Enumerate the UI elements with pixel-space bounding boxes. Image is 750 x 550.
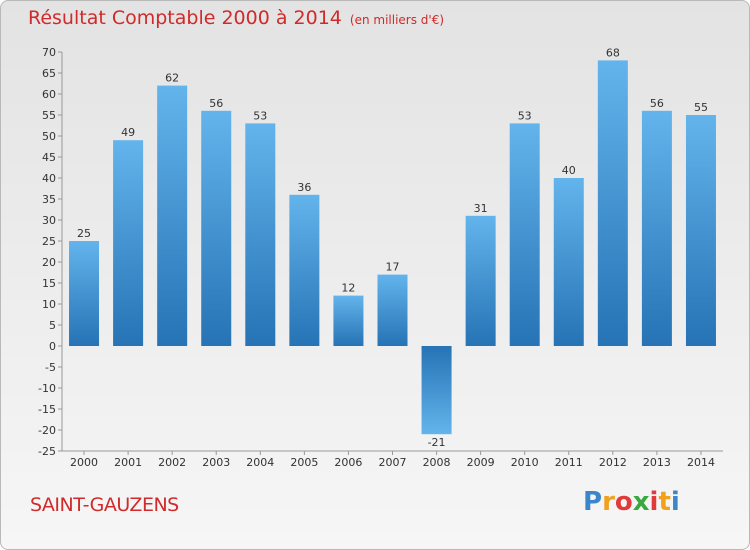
y-tick-label: -25	[38, 445, 56, 458]
y-tick-label: 10	[42, 298, 56, 311]
bar-2001	[113, 140, 144, 346]
bar-2010	[509, 123, 540, 347]
data-label-2006: 12	[341, 282, 355, 295]
y-tick-label: 65	[42, 67, 56, 80]
bar-2014	[685, 115, 716, 346]
bar-2011	[553, 178, 584, 346]
y-tick-label: 55	[42, 109, 56, 122]
x-tick-label: 2002	[158, 456, 186, 469]
x-tick-label: 2014	[687, 456, 715, 469]
data-label-2003: 56	[209, 97, 223, 110]
data-label-2010: 53	[518, 109, 532, 122]
chart-bars	[69, 60, 716, 435]
data-label-2001: 49	[121, 126, 135, 139]
logo-letter: P	[583, 487, 603, 517]
chart-axes: -25 -20 -15 -10 -5 0 5 10 15 20 25 30 35 40 45 50 55 60 65…	[38, 46, 723, 469]
x-tick-label: 2011	[555, 456, 583, 469]
y-tick-label: 35	[42, 193, 56, 206]
bar-2009	[465, 215, 496, 346]
bar-2006	[333, 295, 364, 346]
y-tick-label: 30	[42, 214, 56, 227]
chart-title: Résultat Comptable 2000 à 2014 (en millie…	[28, 7, 444, 29]
y-tick-label: 50	[42, 130, 56, 143]
logo-letter: t	[658, 487, 671, 517]
y-tick-label: -15	[38, 403, 56, 416]
x-tick-label: 2010	[511, 456, 539, 469]
x-tick-label: 2009	[467, 456, 495, 469]
bar-2000	[69, 241, 100, 346]
bar-2012	[597, 60, 628, 347]
x-tick-label: 2007	[379, 456, 407, 469]
x-tick-label: 2008	[423, 456, 451, 469]
logo-letter: i	[670, 487, 680, 517]
bar-2004	[245, 123, 276, 347]
data-label-2004: 53	[253, 109, 267, 122]
y-tick-label: -10	[38, 382, 56, 395]
logo-letter: o	[614, 487, 633, 517]
proxiti-logo: Proxiti	[583, 487, 680, 517]
logo-letter: x	[632, 487, 650, 517]
y-tick-label: -20	[38, 424, 56, 437]
logo-letter: i	[649, 487, 659, 517]
data-label-2011: 40	[562, 164, 576, 177]
bar-2007	[377, 274, 408, 346]
y-tick-label: 0	[49, 340, 56, 353]
y-tick-label: 70	[42, 46, 56, 59]
bar-2013	[641, 110, 672, 346]
y-tick-label: 60	[42, 88, 56, 101]
chart-data-labels: 25 49 62 56 53 36 12 17 -21 31 53 40 68 56 55	[77, 46, 708, 449]
x-tick-label: 2003	[202, 456, 230, 469]
x-tick-label: 2012	[599, 456, 627, 469]
data-label-2008: -21	[428, 436, 446, 449]
y-tick-label: 40	[42, 172, 56, 185]
y-tick-label: 15	[42, 277, 56, 290]
bar-2005	[289, 194, 320, 346]
chart-subtitle: (en milliers d'€)	[349, 13, 445, 27]
x-tick-label: 2001	[114, 456, 142, 469]
data-label-2007: 17	[386, 261, 400, 274]
y-tick-label: 20	[42, 256, 56, 269]
logo-letter: r	[602, 487, 615, 517]
data-label-2009: 31	[474, 202, 488, 215]
x-tick-label: 2006	[334, 456, 362, 469]
y-tick-label: 5	[49, 319, 56, 332]
town-name: SAINT-GAUZENS	[30, 494, 179, 516]
data-label-2013: 56	[650, 97, 664, 110]
bar-2002	[157, 85, 188, 346]
x-tick-label: 2005	[290, 456, 318, 469]
data-label-2012: 68	[606, 46, 620, 59]
data-label-2014: 55	[694, 101, 708, 114]
x-tick-label: 2004	[246, 456, 274, 469]
y-tick-label: 25	[42, 235, 56, 248]
data-label-2002: 62	[165, 72, 179, 85]
y-tick-label: 45	[42, 151, 56, 164]
x-tick-label: 2000	[70, 456, 98, 469]
bar-2003	[201, 110, 232, 346]
chart-title-text: Résultat Comptable 2000 à 2014	[28, 7, 342, 29]
data-label-2005: 36	[297, 181, 311, 194]
x-tick-label: 2013	[643, 456, 671, 469]
y-tick-label: -5	[45, 361, 56, 374]
bar-2008	[421, 346, 452, 435]
data-label-2000: 25	[77, 227, 91, 240]
